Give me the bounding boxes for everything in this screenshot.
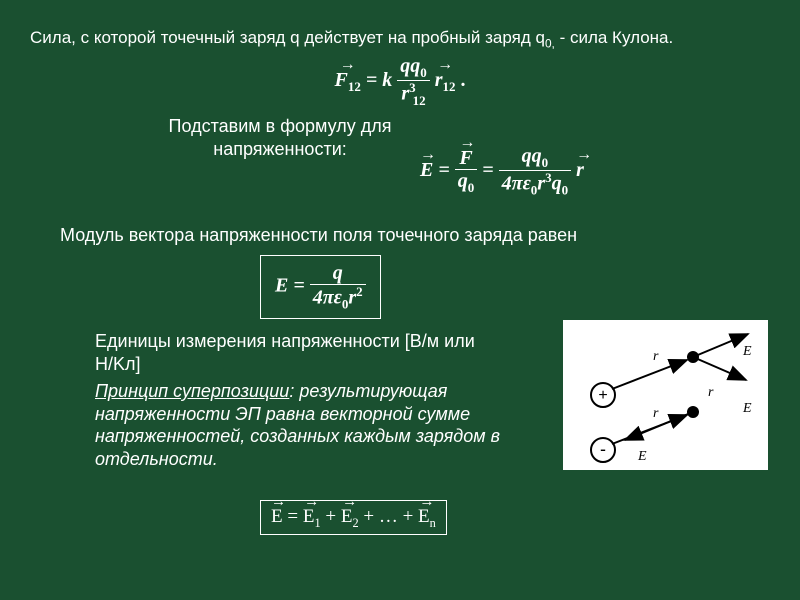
superposition-underline: Принцип суперпозиции <box>95 381 289 401</box>
fraction-2: F q0 <box>455 147 478 195</box>
e-sym: E <box>420 159 433 181</box>
e1: E <box>303 506 315 527</box>
q0-sub: 0 <box>468 180 475 195</box>
plus-2: + <box>363 506 378 527</box>
den-4pie-2: 4πε <box>313 287 342 309</box>
r-arrow-1b <box>693 357 746 380</box>
e-arrow-plus <box>693 334 748 357</box>
units-text: Единицы измерения напряженности [В/м или… <box>95 330 515 375</box>
eq-sign-1: = <box>366 69 382 91</box>
eq-sign-3: = <box>293 275 309 297</box>
e-vec-sum: E <box>271 506 283 528</box>
e-magnitude-box: E = q 4πε0r2 <box>260 255 381 319</box>
r-vector-2: r <box>576 159 584 182</box>
q0-den: q <box>458 170 468 192</box>
e-label-3: E⃗ <box>637 449 657 464</box>
e-field-formula: E = F q0 = qq0 4πε0r3q0 r <box>420 145 584 198</box>
r-label-2: r⃗ <box>708 385 724 400</box>
r-sym-2: r <box>576 159 584 181</box>
den-r3: r <box>537 173 545 195</box>
modulus-text: Модуль вектора напряженности поля точечн… <box>60 225 740 246</box>
f-sym: F <box>334 69 347 91</box>
e2-vec: E2 <box>341 506 359 531</box>
e-vector: E <box>420 159 433 182</box>
en: E <box>418 506 430 527</box>
r-sub: 12 <box>443 79 456 94</box>
f-sub: 12 <box>348 79 361 94</box>
e2: E <box>341 506 353 527</box>
r12-vector: r12 <box>435 69 456 95</box>
r-label-1: r⃗ <box>653 349 669 364</box>
r-arrow-plus <box>612 360 687 389</box>
intro-line: Сила, с которой точечный заряд q действу… <box>30 28 770 50</box>
dots: … <box>379 506 398 527</box>
e-lhs: E <box>275 275 288 297</box>
eq-sign-2: = <box>438 159 454 181</box>
den-r: r <box>401 83 409 105</box>
dot-1: . <box>461 69 466 91</box>
plus-3: + <box>403 506 418 527</box>
den-q0-sub: 0 <box>562 183 569 198</box>
intro-text-b: - сила Кулона. <box>555 28 673 47</box>
f12-vector: F12 <box>334 69 360 95</box>
r-sym: r <box>435 69 443 91</box>
plus-label: + <box>598 387 607 404</box>
en-sub: n <box>430 516 436 530</box>
minus-label: - <box>600 439 606 459</box>
coulomb-force-formula: F12 = k qq0 r312 r12 . <box>0 55 800 108</box>
e-label-2: E⃗ <box>742 401 762 416</box>
qq0-num: qq <box>522 145 542 167</box>
superposition-formula-box: E = E1 + E2 + … + En <box>260 500 447 535</box>
e-sum-lhs: E <box>271 506 283 527</box>
fraction-4: q 4πε0r2 <box>310 262 366 312</box>
den-4pie: 4πε <box>502 173 531 195</box>
intro-text-a: Сила, с которой точечный заряд q действу… <box>30 28 545 47</box>
eq-sign-2b: = <box>482 159 498 181</box>
k-const: k <box>382 69 392 91</box>
e1-vec: E1 <box>303 506 321 531</box>
e-label-1: E⃗ <box>742 344 762 359</box>
eq-sign-4: = <box>287 506 302 527</box>
en-vec: En <box>418 506 436 531</box>
den-q0: q <box>552 173 562 195</box>
den-sub: 12 <box>413 93 426 108</box>
fraction-1: qq0 r312 <box>397 55 430 108</box>
num-sub-1: 0 <box>420 65 427 80</box>
r-label-3: r⃗ <box>653 406 669 421</box>
fraction-3: qq0 4πε0r3q0 <box>499 145 571 198</box>
intro-sub: 0, <box>545 36 555 50</box>
num-1: qq <box>400 55 420 77</box>
slide: Сила, с которой точечный заряд q действу… <box>0 0 800 600</box>
f-vec-2: F <box>459 147 472 169</box>
r2-sup: 2 <box>356 284 363 299</box>
superposition-text: Принцип суперпозиции: результирующая нап… <box>95 380 535 470</box>
den-r2: r <box>348 287 356 309</box>
e2-sub: 2 <box>352 516 358 530</box>
e1-sub: 1 <box>314 516 320 530</box>
q-num: q <box>310 262 366 285</box>
plus-1: + <box>325 506 340 527</box>
substitute-text: Подставим в формулу для напряженности: <box>130 115 430 160</box>
field-diagram: + - r⃗ r⃗ r⃗ E⃗ E⃗ E⃗ <box>563 320 768 470</box>
qq0-sub: 0 <box>542 155 549 170</box>
